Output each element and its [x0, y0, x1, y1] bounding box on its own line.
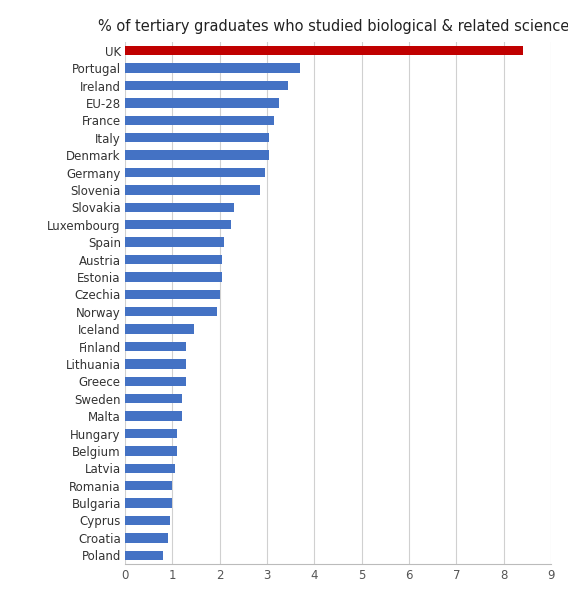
Bar [125, 98, 279, 107]
Bar [125, 481, 172, 490]
Bar [125, 46, 523, 55]
Bar [125, 255, 222, 264]
Bar [125, 499, 172, 508]
Bar [125, 516, 170, 525]
Bar [125, 359, 186, 368]
Title: % of tertiary graduates who studied biological & related sciences: % of tertiary graduates who studied biol… [98, 19, 568, 34]
Bar [125, 342, 186, 351]
Bar [125, 203, 234, 212]
Bar [125, 325, 194, 334]
Bar [125, 220, 232, 229]
Bar [125, 185, 260, 194]
Bar [125, 446, 177, 455]
Bar [125, 272, 222, 281]
Bar [125, 133, 269, 142]
Bar [125, 238, 224, 247]
Bar [125, 377, 186, 386]
Bar [125, 290, 220, 299]
Bar [125, 533, 168, 542]
Bar [125, 429, 177, 438]
Bar [125, 116, 274, 125]
Bar [125, 64, 300, 73]
Bar [125, 81, 288, 90]
Bar [125, 151, 269, 160]
Bar [125, 168, 265, 177]
Bar [125, 307, 217, 316]
Bar [125, 394, 182, 403]
Bar [125, 412, 182, 421]
Bar [125, 551, 163, 560]
Bar [125, 464, 175, 473]
